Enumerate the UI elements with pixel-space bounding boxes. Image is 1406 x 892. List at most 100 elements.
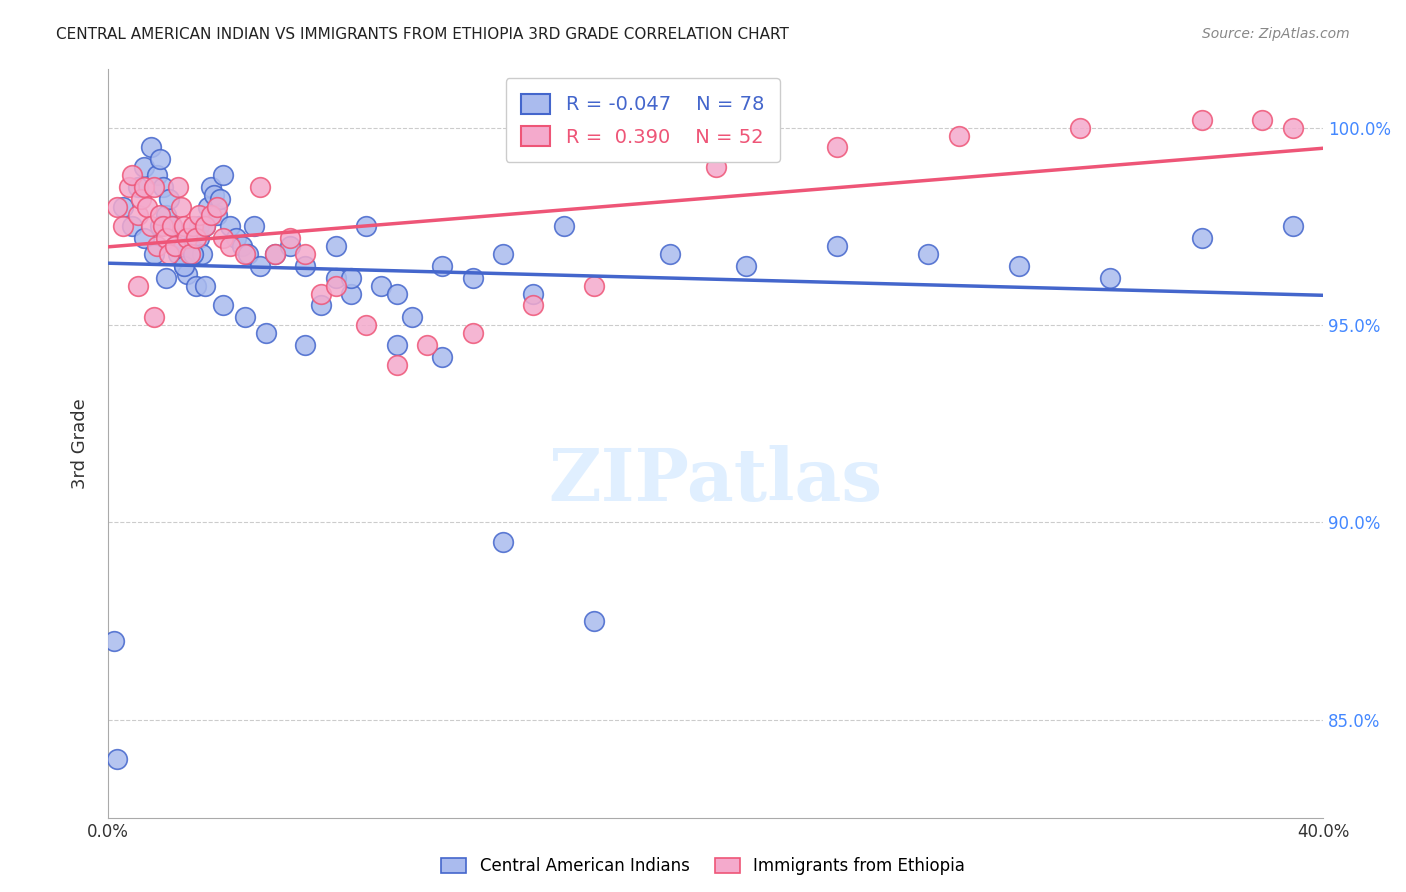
Point [354,219,377,234]
Point [225,231,247,245]
Point [1191,112,1213,127]
Point [294,247,316,261]
Point [155,208,177,222]
Point [704,160,727,174]
Point [155,231,177,245]
Point [118,180,141,194]
Point [173,259,195,273]
Point [461,270,484,285]
Point [170,231,193,245]
Point [294,338,316,352]
Point [194,219,217,234]
Point [160,219,183,234]
Legend: R = -0.047    N = 78, R =  0.390    N = 52: R = -0.047 N = 78, R = 0.390 N = 52 [506,78,780,162]
Point [179,247,201,261]
Point [212,168,235,182]
Y-axis label: 3rd Grade: 3rd Grade [72,398,89,489]
Point [103,633,125,648]
Point [167,247,190,261]
Point [309,298,332,312]
Point [157,192,180,206]
Point [181,247,204,261]
Point [188,219,211,234]
Point [167,180,190,194]
Point [127,180,149,194]
Point [152,219,174,234]
Point [218,219,240,234]
Point [553,219,575,234]
Point [184,231,207,245]
Point [131,192,153,206]
Point [340,270,363,285]
Point [1099,270,1122,285]
Point [155,270,177,285]
Point [461,326,484,340]
Point [370,278,392,293]
Point [149,208,172,222]
Point [173,259,195,273]
Point [194,219,217,234]
Point [354,318,377,332]
Point [179,239,201,253]
Point [207,208,229,222]
Point [218,239,240,253]
Point [1281,219,1303,234]
Point [188,208,211,222]
Point [385,286,408,301]
Point [142,247,165,261]
Point [249,259,271,273]
Point [492,535,515,549]
Point [430,350,453,364]
Point [176,231,198,245]
Point [112,200,135,214]
Point [1008,259,1031,273]
Point [401,310,423,325]
Point [236,247,259,261]
Point [145,239,167,253]
Point [243,219,266,234]
Point [825,140,848,154]
Point [212,298,235,312]
Point [278,239,301,253]
Point [163,239,186,253]
Point [173,219,195,234]
Point [163,239,186,253]
Point [207,200,229,214]
Point [1251,112,1274,127]
Point [134,231,156,245]
Point [121,219,143,234]
Point [825,239,848,253]
Point [416,338,439,352]
Point [191,247,214,261]
Point [249,180,271,194]
Point [917,247,939,261]
Point [200,208,222,222]
Point [152,180,174,194]
Point [340,286,363,301]
Point [1069,120,1091,135]
Point [200,180,222,194]
Point [264,247,287,261]
Text: CENTRAL AMERICAN INDIAN VS IMMIGRANTS FROM ETHIOPIA 3RD GRADE CORRELATION CHART: CENTRAL AMERICAN INDIAN VS IMMIGRANTS FR… [56,27,789,42]
Point [176,267,198,281]
Point [430,259,453,273]
Point [264,247,287,261]
Point [139,140,162,154]
Point [142,310,165,325]
Point [385,358,408,372]
Point [134,180,156,194]
Point [188,231,211,245]
Point [163,239,186,253]
Point [1281,120,1303,135]
Point [325,278,347,293]
Point [233,310,256,325]
Point [583,278,606,293]
Point [127,278,149,293]
Point [194,278,217,293]
Point [233,247,256,261]
Point [149,219,172,234]
Point [212,231,235,245]
Point [294,259,316,273]
Point [948,128,970,143]
Point [325,270,347,285]
